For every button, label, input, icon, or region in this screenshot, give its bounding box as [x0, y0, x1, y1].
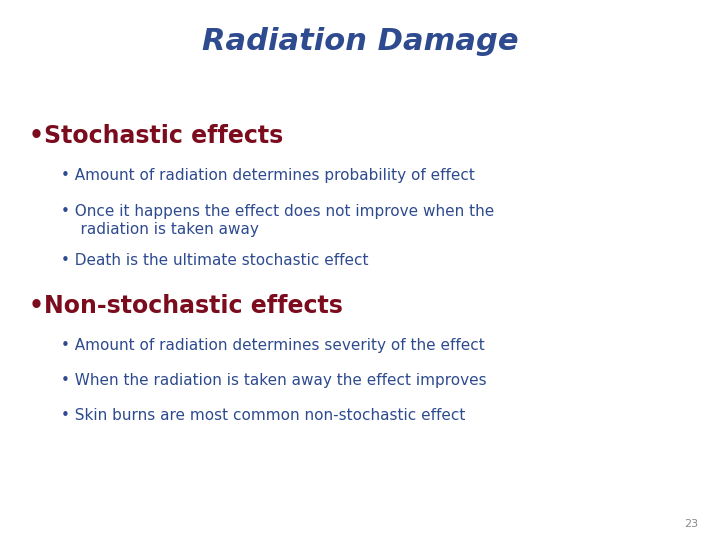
Text: Radiation Damage: Radiation Damage	[202, 27, 518, 56]
Text: • Amount of radiation determines severity of the effect: • Amount of radiation determines severit…	[61, 338, 485, 353]
Text: • Death is the ultimate stochastic effect: • Death is the ultimate stochastic effec…	[61, 253, 369, 268]
Text: • When the radiation is taken away the effect improves: • When the radiation is taken away the e…	[61, 373, 487, 388]
Text: • Once it happens the effect does not improve when the
    radiation is taken aw: • Once it happens the effect does not im…	[61, 204, 495, 237]
Text: •Non-stochastic effects: •Non-stochastic effects	[29, 294, 343, 318]
Text: 23: 23	[684, 519, 698, 529]
Text: •Stochastic effects: •Stochastic effects	[29, 124, 283, 148]
Text: • Amount of radiation determines probability of effect: • Amount of radiation determines probabi…	[61, 168, 475, 184]
Text: • Skin burns are most common non-stochastic effect: • Skin burns are most common non-stochas…	[61, 408, 466, 423]
